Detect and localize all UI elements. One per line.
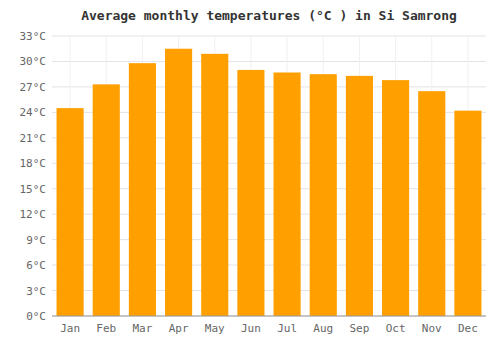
- title: Average monthly temperatures (°C ) in Si…: [81, 8, 457, 23]
- x-tick-label: Sep: [349, 322, 369, 335]
- x-tick-label: Apr: [169, 322, 189, 335]
- bar: [129, 63, 156, 316]
- x-tick-label: Dec: [458, 322, 478, 335]
- y-tick-label: 33°C: [20, 30, 47, 43]
- bar: [454, 111, 481, 316]
- x-tick-label: Mar: [132, 322, 152, 335]
- bars: [57, 49, 482, 316]
- x-tick-label: Oct: [386, 322, 406, 335]
- x-tick-label: Nov: [422, 322, 442, 335]
- x-axis-line: [52, 316, 486, 317]
- y-tick-label: 30°C: [20, 55, 47, 68]
- x-tick-label: Jan: [60, 322, 80, 335]
- y-tick-label: 27°C: [20, 81, 47, 94]
- bar: [382, 80, 409, 316]
- bar: [237, 70, 264, 316]
- bar: [274, 72, 301, 316]
- bar: [346, 76, 373, 316]
- y-tick-label: 0°C: [26, 310, 46, 323]
- x-tick-label: May: [205, 322, 225, 335]
- x-tick-label: Feb: [96, 322, 116, 335]
- bar: [310, 74, 337, 316]
- y-tick-label: 9°C: [26, 234, 46, 247]
- bar: [418, 91, 445, 316]
- x-tick-label: Jul: [277, 322, 297, 335]
- y-grid-line: [52, 316, 486, 317]
- y-grid-line: [52, 61, 486, 62]
- x-tick-label: Jun: [241, 322, 261, 335]
- grid: [52, 36, 486, 316]
- y-tick-label: 12°C: [20, 208, 47, 221]
- y-tick-label: 18°C: [20, 157, 47, 170]
- y-tick-label: 15°C: [20, 183, 47, 196]
- chart: Average monthly temperatures (°C ) in Si…: [0, 0, 500, 350]
- y-tick-label: 3°C: [26, 285, 46, 298]
- y-tick-label: 24°C: [20, 106, 47, 119]
- x-tick-label: Aug: [313, 322, 333, 335]
- bar: [93, 84, 120, 316]
- y-grid-line: [52, 36, 486, 37]
- bar: [57, 108, 84, 316]
- y-tick-label: 6°C: [26, 259, 46, 272]
- bar: [165, 49, 192, 316]
- chart-container: Average monthly temperatures (°C ) in Si…: [0, 0, 500, 350]
- y-tick-label: 21°C: [20, 132, 47, 145]
- bar: [201, 54, 228, 316]
